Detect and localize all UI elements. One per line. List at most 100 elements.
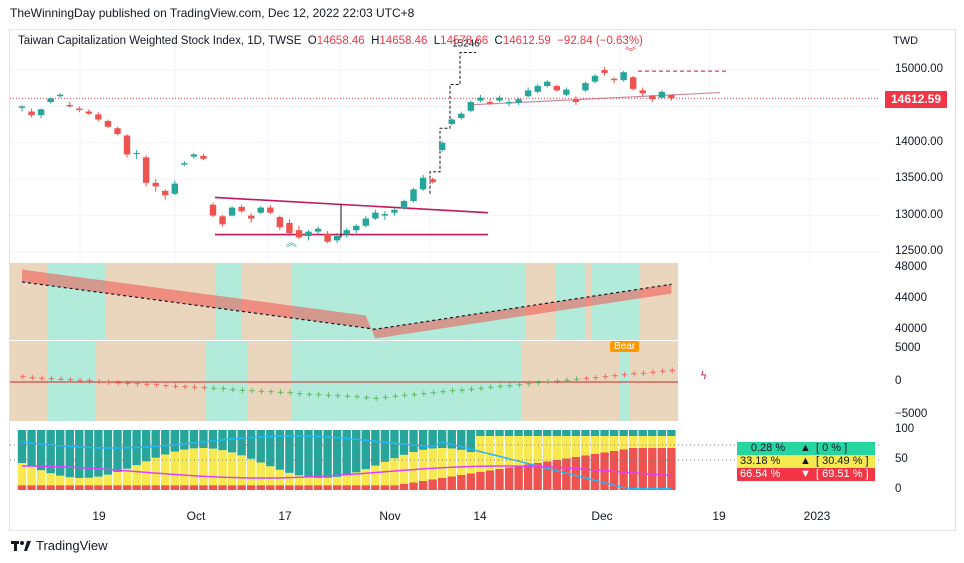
candle-body (486, 102, 494, 104)
oscillator-cross-icon: + (621, 371, 629, 381)
breadth-bar (332, 476, 342, 486)
oscillator-cross-icon: + (267, 388, 275, 398)
oscillator-cross-icon: + (668, 366, 676, 376)
breadth-bar (476, 472, 485, 490)
breadth-bar (170, 451, 179, 486)
time-axis-tick: Nov (379, 509, 401, 523)
oscillator-cross-icon: + (258, 387, 266, 397)
open-value: 14658.46 (316, 35, 365, 47)
breadth-bar (638, 436, 647, 448)
breadth-bar (352, 485, 361, 490)
oscillator-cross-icon: + (115, 378, 123, 388)
candle-body (295, 230, 303, 238)
breadth-bar (103, 430, 113, 475)
breadth-bar (457, 475, 466, 490)
candle-body (391, 209, 398, 213)
oscillator-cross-icon: + (372, 394, 380, 404)
breadth-bar (476, 430, 485, 436)
breadth-bar (237, 485, 246, 490)
candle-body (276, 217, 284, 228)
breadth-bar (323, 430, 332, 478)
breadth-bar (466, 473, 476, 490)
candle-body (133, 152, 140, 154)
breadth-bar (208, 485, 218, 490)
time-axis-tick: 17 (278, 509, 292, 523)
ribbon-axis-tick: 44000 (895, 292, 927, 304)
breadth-bar (409, 451, 418, 483)
breadth-bar (380, 485, 390, 490)
oscillator-cross-icon: + (430, 388, 438, 398)
breadth-bar (504, 467, 514, 490)
breadth-bar (122, 485, 132, 490)
oscillator-zone-band (95, 341, 205, 421)
breadth-bar (122, 430, 132, 469)
breadth-bar (667, 448, 676, 490)
oscillator-panel[interactable]: + + + + + + + + + + + + + + + + + + + + + + + + + + + + + + + + + + + + + + + +… (10, 341, 880, 421)
breadth-bar (113, 485, 122, 490)
breadth-bar (103, 474, 113, 486)
oscillator-cross-icon: + (48, 374, 56, 384)
breadth-bar (294, 475, 304, 486)
oscillator-zone-band (48, 341, 95, 421)
breadth-bar (562, 436, 571, 459)
breadth-bar (457, 449, 466, 475)
breadth-bar (504, 436, 514, 468)
close-label: C (494, 35, 503, 47)
oscillator-cross-icon: + (468, 385, 476, 395)
price-axis-tick: 12500.00 (895, 245, 943, 257)
oscillator-cross-icon: + (315, 390, 323, 400)
price-panel[interactable]: 15246 ︽ ︾ (10, 30, 880, 262)
breadth-bar (523, 436, 533, 465)
breadth-bar (247, 430, 256, 459)
candle-body (496, 97, 503, 101)
breadth-bar (17, 430, 27, 463)
breadth-bar (323, 477, 332, 486)
breadth-bar (132, 485, 141, 490)
breadth-bar (409, 430, 418, 452)
oscillator-cross-icon: + (229, 385, 237, 395)
oscillator-cross-icon: + (105, 378, 113, 388)
oscillator-cross-icon: + (525, 380, 533, 390)
breadth-bar (75, 430, 84, 478)
footer-brand[interactable]: TradingView (11, 538, 108, 553)
breadth-axis-tick: 100 (895, 423, 915, 435)
breadth-bar (84, 430, 94, 478)
breadth-bar (199, 448, 208, 486)
oscillator-cross-icon: + (248, 386, 256, 396)
oscillator-cross-icon: + (344, 392, 352, 402)
breadth-bar (648, 430, 657, 436)
breadth-bar (275, 485, 285, 490)
breadth-bar (514, 436, 523, 466)
breadth-bar (495, 469, 504, 490)
oscillator-cross-icon: + (172, 382, 180, 392)
breadth-bar (514, 466, 523, 490)
ribbon-indicator-panel[interactable] (10, 263, 880, 340)
candle-body (190, 154, 198, 157)
ribbon-line (21, 281, 672, 330)
price-chart[interactable]: 15246 ︽ ︾ (10, 30, 880, 262)
candle-body (66, 104, 73, 107)
breadth-bar (609, 430, 619, 436)
candle-body (439, 142, 446, 151)
chart-frame (9, 29, 956, 531)
oscillator-cross-icon: + (630, 370, 638, 380)
breadth-bar (390, 485, 399, 490)
oscillator-cross-icon: + (401, 391, 409, 401)
breadth-bar (543, 436, 552, 462)
oscillator-cross-icon: + (592, 373, 600, 383)
candle-body (372, 212, 379, 219)
candle-body (563, 89, 570, 95)
candle-body (324, 233, 331, 242)
breadth-panel[interactable] (10, 422, 880, 494)
oscillator-cross-icon: + (439, 388, 447, 398)
breadth-bar (543, 461, 552, 490)
candle-body (658, 91, 666, 98)
breadth-bar (132, 465, 141, 486)
candle-body (381, 214, 389, 216)
breadth-bar (552, 460, 561, 490)
breadth-bar (418, 449, 428, 481)
candle-body (458, 113, 465, 119)
candle-body (171, 183, 178, 194)
candle-body (314, 228, 322, 232)
resistance-line (214, 196, 489, 214)
